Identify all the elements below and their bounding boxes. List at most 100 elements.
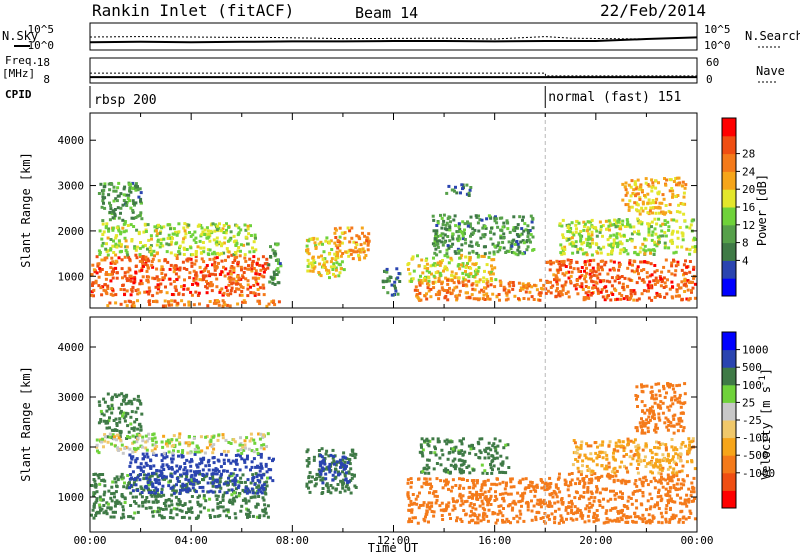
echo-cell <box>218 460 221 463</box>
echo-cell <box>541 500 544 503</box>
colorbar-swatch <box>722 189 736 207</box>
echo-cell <box>489 230 492 233</box>
echo-cell <box>458 277 461 280</box>
echo-cell <box>600 252 603 255</box>
echo-cell <box>131 290 134 293</box>
echo-cell <box>609 498 612 501</box>
colorbar-swatch <box>722 171 736 189</box>
echo-cell <box>177 450 180 453</box>
echo-cell <box>533 488 536 491</box>
echo-cell <box>132 489 135 492</box>
echo-cell <box>510 245 513 248</box>
echo-cell <box>178 250 181 253</box>
echo-cell <box>468 471 471 474</box>
echo-cell <box>481 484 484 487</box>
echo-cell <box>145 462 148 465</box>
echo-cell <box>624 186 627 189</box>
echo-cell <box>174 242 177 245</box>
echo-cell <box>240 266 243 269</box>
echo-cell <box>110 443 113 446</box>
echo-cell <box>518 215 521 218</box>
echo-cell <box>324 240 327 243</box>
echo-cell <box>109 218 112 221</box>
echo-cell <box>626 285 629 288</box>
echo-cell <box>693 477 696 480</box>
echo-cell <box>579 509 582 512</box>
echo-cell <box>451 486 454 489</box>
echo-cell <box>647 284 650 287</box>
echo-cell <box>616 298 619 301</box>
echo-cell <box>691 246 694 249</box>
echo-cell <box>424 279 427 282</box>
echo-cell <box>523 297 526 300</box>
echo-cell <box>188 517 191 520</box>
echo-cell <box>483 286 486 289</box>
echo-cell <box>189 465 192 468</box>
echo-cell <box>586 465 589 468</box>
echo-cell <box>159 283 162 286</box>
echo-cell <box>120 403 123 406</box>
echo-cell <box>98 511 101 514</box>
echo-cell <box>262 255 265 258</box>
echo-cell <box>118 436 121 439</box>
echo-cell <box>164 274 167 277</box>
echo-cell <box>394 290 397 293</box>
echo-cell <box>160 471 163 474</box>
echo-cell <box>586 244 589 247</box>
echo-cell <box>323 463 326 466</box>
echo-cell <box>683 290 686 293</box>
echo-cell <box>657 521 660 524</box>
echo-cell <box>677 284 680 287</box>
echo-cell <box>231 488 234 491</box>
echo-cell <box>168 451 171 454</box>
echo-cell <box>121 444 124 447</box>
echo-cell <box>114 481 117 484</box>
echo-cell <box>233 500 236 503</box>
echo-cell <box>645 479 648 482</box>
echo-cell <box>189 291 192 294</box>
echo-cell <box>235 454 238 457</box>
echo-cell <box>654 453 657 456</box>
echo-cell <box>590 479 593 482</box>
echo-cell <box>622 248 625 251</box>
echo-cell <box>170 304 173 307</box>
echo-cell <box>646 193 649 196</box>
echo-cell <box>230 289 233 292</box>
echo-cell <box>118 421 121 424</box>
echo-cell <box>153 433 156 436</box>
echo-cell <box>483 235 486 238</box>
echo-cell <box>151 472 154 475</box>
echo-cell <box>419 275 422 278</box>
echo-cell <box>437 440 440 443</box>
echo-cell <box>615 235 618 238</box>
echo-cell <box>129 300 132 303</box>
echo-cell <box>164 300 167 303</box>
echo-cell <box>478 291 481 294</box>
echo-cell <box>220 465 223 468</box>
echo-cell <box>167 300 170 303</box>
echo-cell <box>496 226 499 229</box>
echo-cell <box>630 440 633 443</box>
echo-cell <box>476 241 479 244</box>
echo-cell <box>103 493 106 496</box>
echo-cell <box>120 303 123 306</box>
echo-cell <box>118 256 121 259</box>
echo-cell <box>257 452 260 455</box>
echo-cell <box>216 506 219 509</box>
echo-cell <box>410 477 413 480</box>
echo-cell <box>567 291 570 294</box>
echo-cell <box>561 293 564 296</box>
echo-cell <box>454 276 457 279</box>
echo-cell <box>253 250 256 253</box>
echo-cell <box>614 289 617 292</box>
echo-cell <box>102 202 105 205</box>
echo-cell <box>195 490 198 493</box>
echo-cell <box>178 492 181 495</box>
echo-cell <box>490 454 493 457</box>
echo-cell <box>498 482 501 485</box>
echo-cell <box>120 494 123 497</box>
echo-cell <box>110 412 113 415</box>
echo-cell <box>132 435 135 438</box>
echo-cell <box>479 237 482 240</box>
echo-cell <box>144 263 147 266</box>
